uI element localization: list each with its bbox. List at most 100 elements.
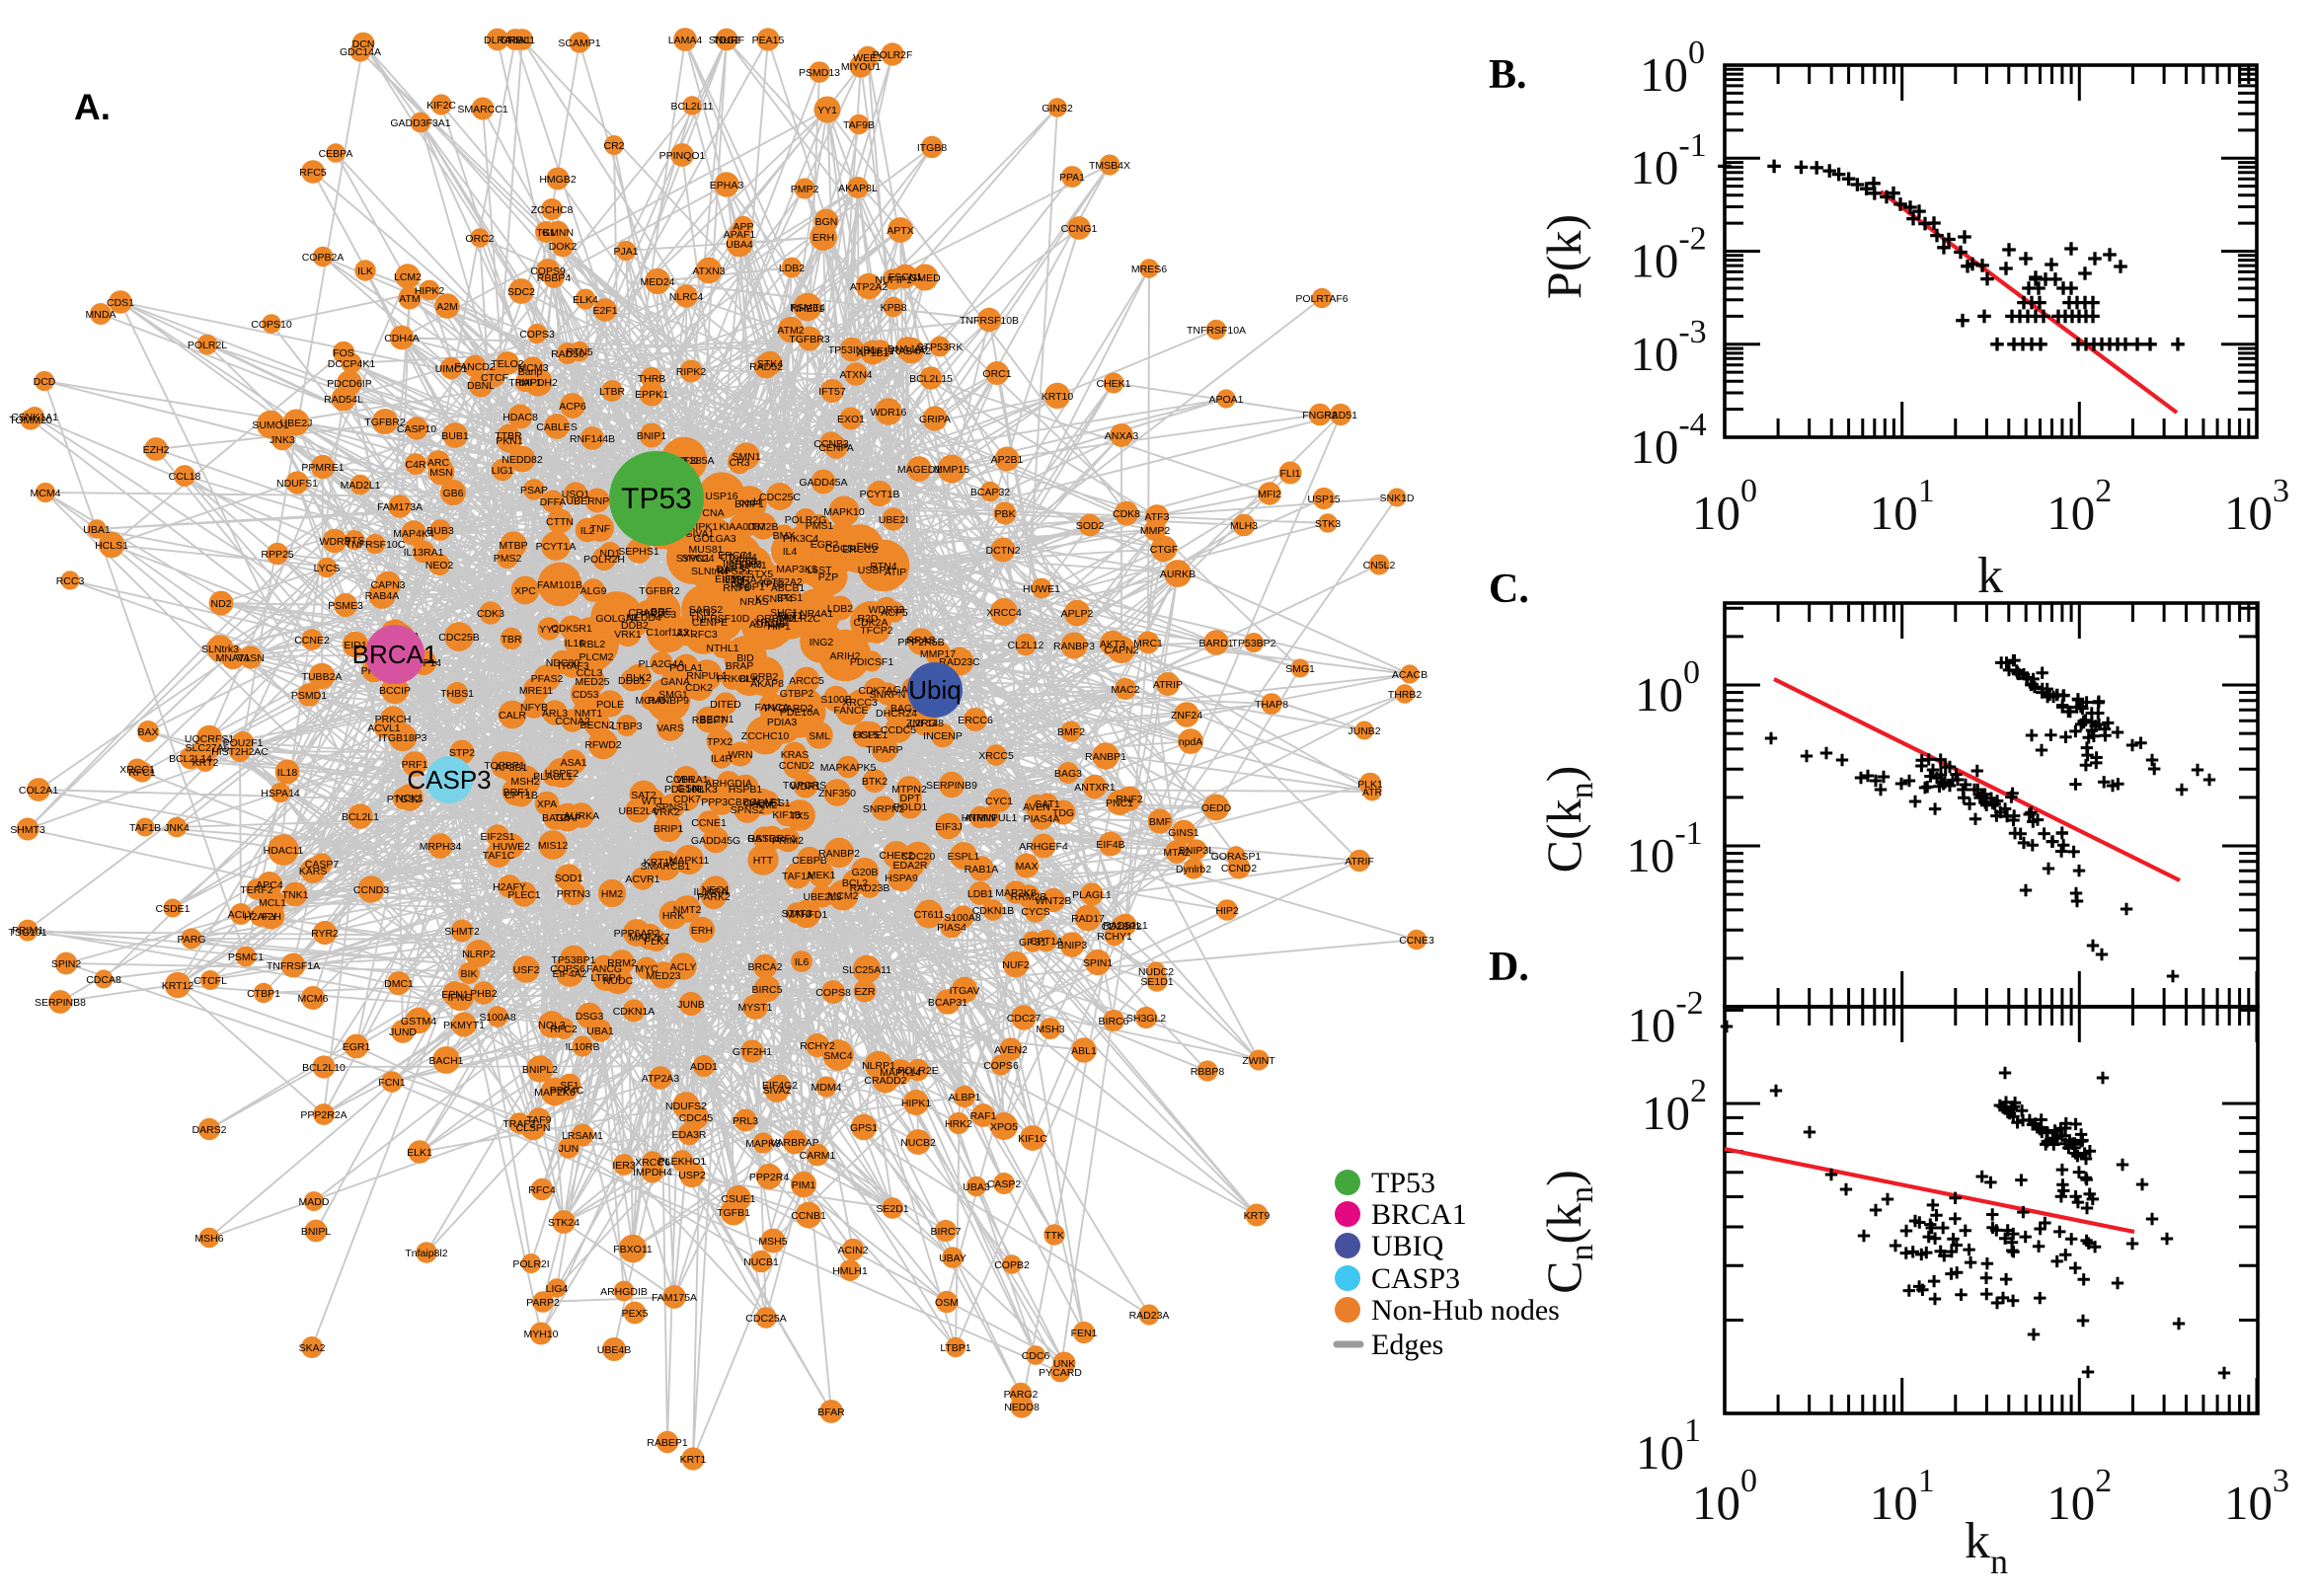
svg-text:HUWE1: HUWE1 <box>1023 583 1060 595</box>
svg-text:KIF1B: KIF1B <box>772 809 801 821</box>
svg-text:MAPKAPK5: MAPKAPK5 <box>820 762 877 774</box>
svg-text:ELK1: ELK1 <box>407 1147 432 1159</box>
svg-text:USP16: USP16 <box>705 491 737 502</box>
svg-text:EPHA3: EPHA3 <box>710 180 744 191</box>
svg-text:BCCIP: BCCIP <box>379 685 411 697</box>
svg-text:ATR: ATR <box>1362 787 1383 798</box>
svg-text:UBA4: UBA4 <box>726 239 753 251</box>
svg-text:BAG3: BAG3 <box>1054 768 1082 780</box>
svg-text:POLR2L: POLR2L <box>188 340 227 351</box>
svg-text:SYVN1: SYVN1 <box>676 553 711 565</box>
svg-text:TGFB1: TGFB1 <box>717 1207 750 1219</box>
svg-text:LDB1: LDB1 <box>967 888 993 900</box>
svg-text:MDM4: MDM4 <box>811 1082 842 1094</box>
svg-text:VHL: VHL <box>676 774 697 786</box>
svg-text:EGR2: EGR2 <box>811 539 839 551</box>
svg-text:CHEK2: CHEK2 <box>879 850 913 862</box>
svg-text:RAD51: RAD51 <box>1324 410 1357 421</box>
svg-text:BRCA1: BRCA1 <box>352 640 438 669</box>
svg-text:USO1: USO1 <box>562 489 590 500</box>
svg-text:EIF3H: EIF3H <box>715 573 744 585</box>
svg-text:TAF9: TAF9 <box>527 1114 552 1126</box>
svg-text:RFC4: RFC4 <box>528 1184 556 1196</box>
svg-text:XRCC4: XRCC4 <box>986 607 1022 619</box>
svg-text:MCM6: MCM6 <box>298 993 329 1005</box>
svg-text:Ubiq: Ubiq <box>908 675 961 705</box>
svg-text:HSPA9: HSPA9 <box>885 873 918 884</box>
svg-text:CEBPB: CEBPB <box>792 855 827 867</box>
svg-text:TAF9B: TAF9B <box>843 119 875 131</box>
svg-text:BACH1: BACH1 <box>428 1055 463 1067</box>
svg-text:NR4A1: NR4A1 <box>800 608 833 620</box>
svg-text:PCYT1B: PCYT1B <box>860 489 900 500</box>
svg-text:PPMRE1: PPMRE1 <box>301 462 344 474</box>
svg-text:RBBP7: RBBP7 <box>692 715 727 726</box>
svg-text:TSG101: TSG101 <box>8 927 46 939</box>
svg-text:HNRNPUL1: HNRNPUL1 <box>962 812 1018 824</box>
svg-text:SLNtrk3: SLNtrk3 <box>201 644 239 655</box>
svg-text:TGFBR3: TGFBR3 <box>789 334 830 345</box>
svg-text:PCNA: PCNA <box>695 507 724 519</box>
svg-text:NUDC: NUDC <box>603 975 634 987</box>
svg-text:GOLGA3: GOLGA3 <box>693 533 735 545</box>
svg-text:BMF2: BMF2 <box>1057 726 1085 738</box>
svg-text:GPS1: GPS1 <box>850 1122 878 1134</box>
svg-text:CRADD2: CRADD2 <box>864 1075 906 1087</box>
svg-text:PIM1: PIM1 <box>792 1179 816 1191</box>
svg-text:BAG5: BAG5 <box>890 703 918 715</box>
svg-text:MCM2: MCM2 <box>828 890 859 902</box>
svg-text:TP53INP1: TP53INP1 <box>828 344 877 356</box>
svg-text:MSN: MSN <box>429 467 452 479</box>
svg-text:SPIN1: SPIN1 <box>1083 957 1114 969</box>
svg-text:IMPDH4: IMPDH4 <box>633 1167 672 1178</box>
svg-text:CASP2: CASP2 <box>987 1178 1022 1190</box>
svg-text:EIF3J: EIF3J <box>935 821 962 833</box>
svg-text:EPN1: EPN1 <box>441 989 469 1001</box>
svg-text:MAPK14: MAPK14 <box>880 1067 921 1079</box>
svg-text:KCNIP4: KCNIP4 <box>755 593 793 605</box>
svg-text:MAP2K6: MAP2K6 <box>534 1087 576 1099</box>
svg-text:APC4: APC4 <box>256 879 283 891</box>
svg-text:RFC2: RFC2 <box>550 1024 578 1035</box>
svg-text:STK3: STK3 <box>1315 518 1341 530</box>
svg-text:GINS1: GINS1 <box>1168 827 1199 839</box>
svg-text:DPT: DPT <box>900 793 922 804</box>
svg-text:STK24: STK24 <box>548 1217 579 1229</box>
svg-text:EDA2R: EDA2R <box>892 860 927 872</box>
svg-text:GADD45A: GADD45A <box>799 477 847 489</box>
svg-text:VASN: VASN <box>237 652 265 664</box>
svg-text:PZP: PZP <box>818 571 838 583</box>
svg-text:GINS2: GINS2 <box>1042 103 1073 114</box>
svg-text:PLA2G4A: PLA2G4A <box>639 658 685 670</box>
svg-text:FAM173A: FAM173A <box>377 501 423 513</box>
svg-text:P(k): P(k) <box>1536 214 1591 299</box>
svg-text:NLRP1: NLRP1 <box>862 1060 895 1072</box>
svg-text:RRM2: RRM2 <box>607 957 637 969</box>
svg-text:GDC14A: GDC14A <box>340 46 381 58</box>
svg-text:LTBP4: LTBP4 <box>590 972 621 984</box>
svg-text:RANBP9: RANBP9 <box>648 695 689 707</box>
svg-text:C7orf64: C7orf64 <box>720 552 757 564</box>
svg-text:BCL2L10: BCL2L10 <box>302 1062 346 1074</box>
svg-text:RAB4A2: RAB4A2 <box>891 345 931 357</box>
svg-text:PFAS2: PFAS2 <box>531 673 564 685</box>
svg-text:MYH10: MYH10 <box>523 1329 558 1340</box>
svg-text:MAP2K8: MAP2K8 <box>995 887 1037 899</box>
svg-text:APTX: APTX <box>887 225 913 237</box>
svg-text:NFYB: NFYB <box>520 702 548 714</box>
svg-text:BECN2: BECN2 <box>579 720 614 731</box>
svg-text:MLH3: MLH3 <box>1230 520 1258 532</box>
svg-text:EZR: EZR <box>855 986 876 998</box>
svg-text:ITGB18P3: ITGB18P3 <box>378 732 426 744</box>
svg-text:ORB5N1: ORB5N1 <box>756 613 798 625</box>
svg-text:PLEKHO1: PLEKHO1 <box>658 1156 707 1168</box>
svg-text:USP2: USP2 <box>678 1170 706 1181</box>
svg-text:SIVA2: SIVA2 <box>763 1085 792 1097</box>
svg-text:PRL3: PRL3 <box>733 1115 758 1127</box>
svg-text:CASP7: CASP7 <box>305 859 340 871</box>
svg-text:HAX1: HAX1 <box>739 560 767 571</box>
svg-text:WRN: WRN <box>728 749 752 761</box>
svg-text:UBAY: UBAY <box>939 1253 966 1264</box>
svg-text:MSH6: MSH6 <box>194 1233 223 1245</box>
svg-text:L2RG: L2RG <box>909 718 936 729</box>
